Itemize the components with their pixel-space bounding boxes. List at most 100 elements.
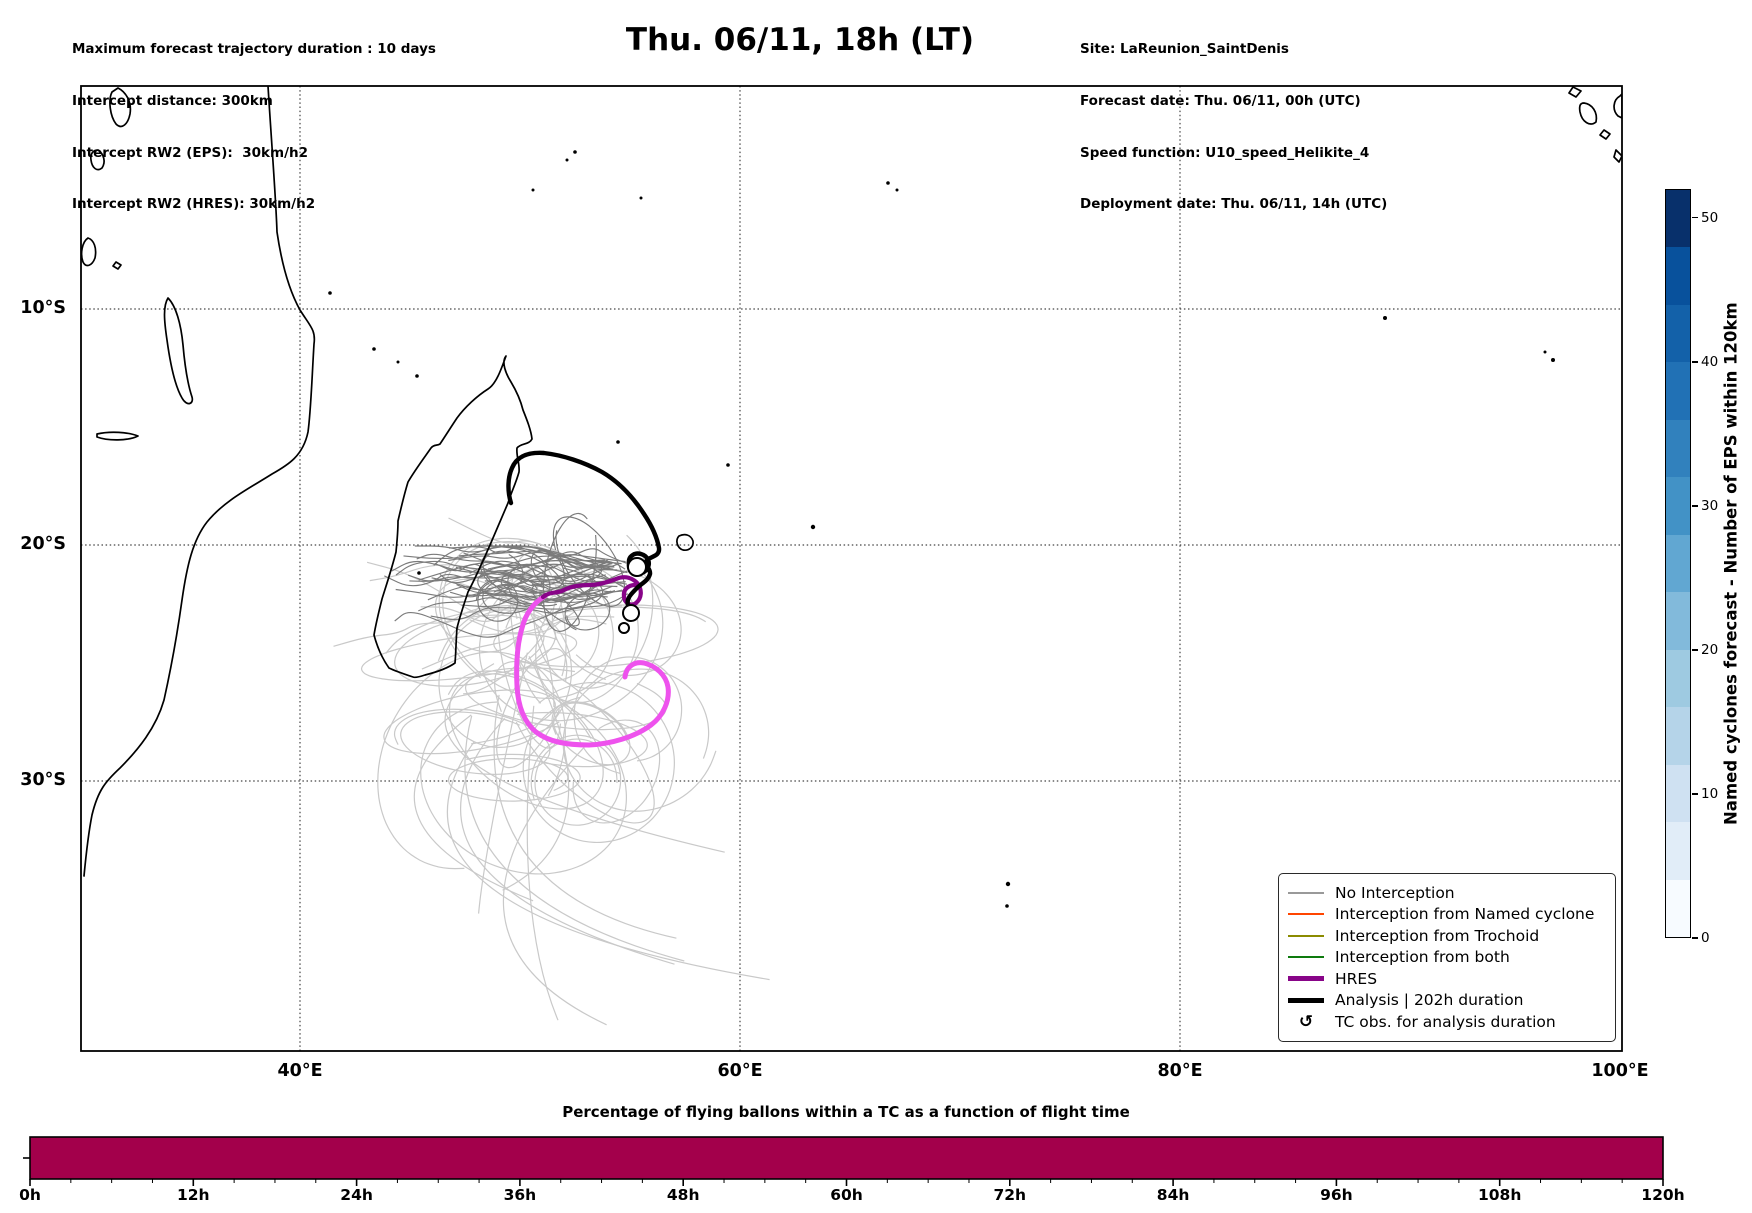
colorbar-segment <box>1666 707 1690 765</box>
bottom-chart-title: Percentage of flying ballons within a TC… <box>562 1103 1130 1121</box>
islet-dot <box>531 188 535 192</box>
legend-line-swatch <box>1288 934 1324 937</box>
figure-title: Thu. 06/11, 18h (LT) <box>625 22 975 58</box>
colorbar-tick-label: 20 <box>1701 641 1719 658</box>
colorbar-segment <box>1666 304 1690 363</box>
tc-obs-marker <box>622 604 640 622</box>
graticule-gridlines <box>81 86 1622 1051</box>
legend-label: No Interception <box>1335 883 1455 902</box>
colorbar-segment <box>1666 419 1690 478</box>
colorbar-segment <box>1666 822 1690 880</box>
islet-dot <box>328 291 332 295</box>
islet-dot <box>1383 316 1387 320</box>
legend-label: Interception from Trochoid <box>1335 926 1540 945</box>
legend-label: Interception from Named cyclone <box>1335 905 1595 924</box>
bottom-axis-tick-label: 120h <box>1641 1186 1685 1204</box>
colorbar-tick-label: 10 <box>1701 785 1719 802</box>
island-tl-1 <box>109 87 132 128</box>
colorbar-segment <box>1666 190 1690 248</box>
header-right-line: Site: LaReunion_SaintDenis <box>1080 41 1289 58</box>
colorbar-tick <box>1692 217 1698 219</box>
tc-obs-marker <box>627 557 647 577</box>
tc-obs-marker <box>618 622 630 634</box>
header-left-line: Intercept RW2 (HRES): 30km/h2 <box>72 196 316 213</box>
lat-tick-label: 20°S <box>20 534 66 554</box>
lon-tick-label: 60°E <box>717 1061 763 1081</box>
island-tr-1 <box>1568 86 1582 98</box>
island-tl-3 <box>81 237 97 267</box>
legend-line-swatch <box>1288 997 1324 1003</box>
legend-line-swatch <box>1288 956 1324 959</box>
islet-dot <box>639 196 643 200</box>
bottom-axis-tick-label: 108h <box>1477 1186 1522 1204</box>
flight-time-bar-chart <box>23 1136 1664 1186</box>
islet-dot <box>573 150 577 154</box>
colorbar-segment <box>1666 649 1690 708</box>
africa-coastline <box>83 86 316 877</box>
colorbar-tick-label: 0 <box>1701 930 1710 946</box>
legend-item-both: Interception from both <box>1288 947 1606 969</box>
bottom-axis-tick-label: 84h <box>1156 1186 1190 1204</box>
island-tr-4 <box>1613 93 1622 119</box>
hres-track <box>540 575 643 607</box>
lon-tick-label: 40°E <box>277 1061 323 1081</box>
island-tr-5 <box>1613 149 1622 163</box>
colorbar-segment <box>1666 477 1690 535</box>
islet-dot <box>565 158 569 162</box>
colorbar-tick <box>1692 937 1698 939</box>
map-frame-border <box>80 85 1623 1052</box>
islet-dot <box>726 463 730 467</box>
bottom-axis-tick-label: 24h <box>340 1186 373 1204</box>
island-tr-3 <box>1599 129 1611 140</box>
legend-item-trochoid: Interception from Trochoid <box>1288 925 1606 947</box>
map-legend: No Interception Interception from Named … <box>1278 873 1616 1042</box>
lon-tick-label: 80°E <box>1157 1061 1203 1081</box>
islet-dot <box>415 374 419 378</box>
lon-tick-label: 100°E <box>1591 1061 1649 1081</box>
header-right-line: Forecast date: Thu. 06/11, 00h (UTC) <box>1080 93 1361 110</box>
legend-label: TC obs. for analysis duration <box>1335 1012 1556 1031</box>
header-right-line: Deployment date: Thu. 06/11, 14h (UTC) <box>1080 196 1388 213</box>
legend-label: Interception from both <box>1335 948 1510 967</box>
tc-obs-cyclone-icon: ↺ <box>1298 1011 1314 1032</box>
header-left: Maximum forecast trajectory duration : 1… <box>72 7 436 248</box>
islet-dot <box>1543 350 1547 354</box>
islet-dot <box>1005 881 1011 887</box>
legend-label: Analysis | 202h duration <box>1335 991 1524 1010</box>
lake-malawi <box>163 297 194 405</box>
lat-tick-label: 10°S <box>20 298 66 318</box>
legend-item-named-cyclone: Interception from Named cyclone <box>1288 904 1606 926</box>
colorbar-segment <box>1666 592 1690 650</box>
islet-dot <box>886 181 890 185</box>
colorbar-tick-label: 30 <box>1701 497 1719 514</box>
legend-item-no-interception: No Interception <box>1288 882 1606 904</box>
islet-dot <box>1551 358 1555 362</box>
islet-dot <box>417 571 421 575</box>
lat-tick-label: 30°S <box>20 770 66 790</box>
lake-sliver <box>96 431 139 441</box>
islet-dot <box>810 524 816 530</box>
bottom-axis-tick-label: 0h <box>19 1186 41 1204</box>
islet-dot <box>616 440 620 444</box>
islet-dot <box>396 360 400 364</box>
colorbar-tick <box>1692 361 1698 363</box>
colorbar-tick <box>1692 793 1698 795</box>
colorbar-segment <box>1666 362 1690 420</box>
colorbar-label: Named cyclones forecast - Number of EPS … <box>1721 302 1741 825</box>
legend-line-swatch <box>1288 891 1324 894</box>
colorbar <box>1665 189 1691 938</box>
colorbar-segment <box>1666 879 1690 938</box>
bottom-axis-tick-label: 48h <box>666 1186 700 1204</box>
legend-line-swatch <box>1288 976 1324 982</box>
islet-dot <box>895 188 899 192</box>
hres-magenta-spiral-track <box>514 593 671 748</box>
island-tr-2 <box>1578 102 1598 125</box>
header-right-line: Speed function: U10_speed_Helikite_4 <box>1080 144 1370 161</box>
colorbar-tick-label: 40 <box>1701 353 1719 370</box>
legend-item-tc-obs: ↺ TC obs. for analysis duration <box>1288 1011 1606 1033</box>
colorbar-tick-label: 50 <box>1701 209 1719 226</box>
colorbar-tick <box>1692 505 1698 507</box>
eps-trajectories-dense <box>384 512 628 638</box>
